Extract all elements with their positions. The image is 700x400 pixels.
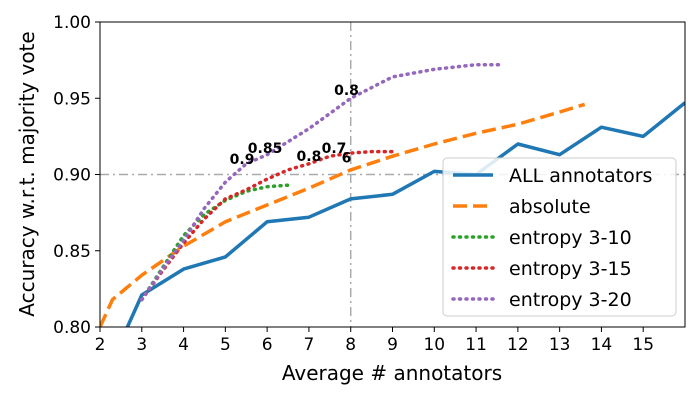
x-tick-label: 9 [387,335,398,355]
x-tick-label: 8 [345,335,356,355]
y-tick-label: 1.00 [53,13,91,33]
series-layer [100,62,685,327]
y-axis-ticks: 0.80 0.85 0.90 0.95 1.00 [53,13,100,338]
x-tick-label: 7 [304,335,315,355]
annotation-label: 0.9 [230,152,255,168]
annotation-label: 0.85 [248,141,283,157]
reference-lines [100,22,685,327]
x-tick-label: 11 [465,335,487,355]
series-line-1 [100,102,586,327]
legend-label-0: ALL annotators [509,165,652,187]
x-tick-label: 4 [178,335,189,355]
x-axis-title: Average # annotators [282,361,502,385]
y-tick-label: 0.90 [53,166,91,186]
annotation-label: 6 [342,150,352,166]
series-line-0 [125,101,685,327]
legend-label-4: entropy 3-20 [509,289,632,311]
series-line-3 [140,149,395,302]
y-tick-label: 0.80 [53,318,91,338]
legend-label-2: entropy 3-10 [509,227,632,249]
legend-label-3: entropy 3-15 [509,258,632,280]
point-annotations: 0.90.85 0.8 0.760.8 [230,83,359,168]
legend-label-1: absolute [509,196,591,218]
y-axis-title: Accuracy w.r.t. majority vote [15,31,39,316]
x-axis-ticks: 2 3 4 5 6 7 8 9 10 11 12 13 14 15 [95,327,654,355]
series-line-4 [140,62,503,302]
y-tick-label: 0.85 [53,242,91,262]
x-tick-label: 15 [632,335,654,355]
annotation-label: 0.8 [334,83,359,99]
y-tick-label: 0.95 [53,89,91,109]
x-tick-label: 10 [423,335,445,355]
x-tick-label: 13 [549,335,571,355]
annotation-label: 0.8 [297,149,322,165]
x-tick-label: 6 [262,335,273,355]
x-tick-label: 12 [507,335,529,355]
x-tick-label: 14 [591,335,613,355]
legend-box [442,157,677,317]
annotation-label: 0.7 [322,141,347,157]
x-tick-label: 3 [136,335,147,355]
x-tick-label: 2 [95,335,106,355]
legend: ALL annotators absolute entropy 3-10 entrop… [442,157,677,317]
x-tick-label: 5 [220,335,231,355]
